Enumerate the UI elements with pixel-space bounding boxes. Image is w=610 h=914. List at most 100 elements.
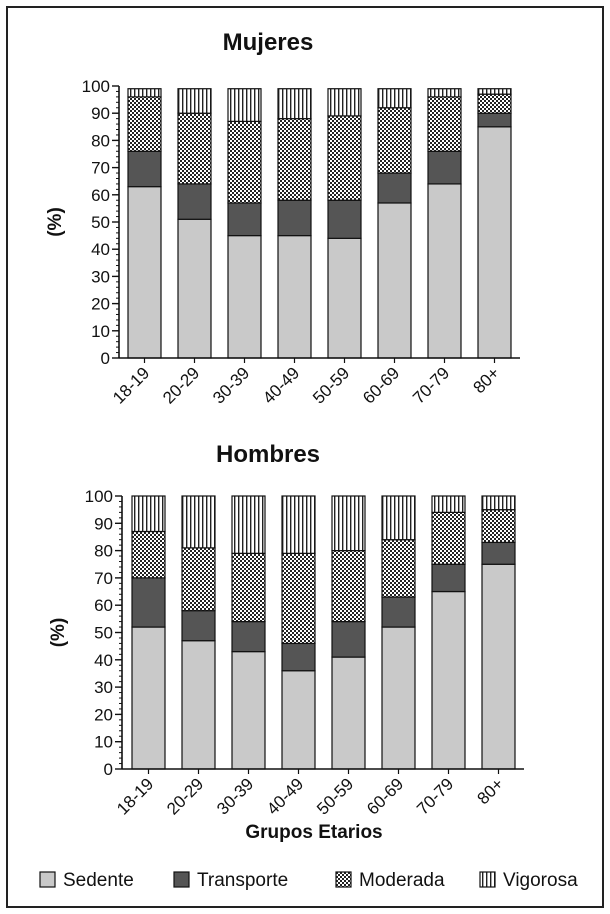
bar-segment-sedente [477, 126, 512, 359]
y-tick-label: 0 [104, 760, 113, 779]
bar-segment-transporte [477, 112, 512, 128]
y-tick-label: 80 [91, 131, 110, 150]
y-tick-label: 90 [94, 514, 113, 533]
bar-segment-transporte [427, 150, 462, 185]
bar-segment-sedente [131, 626, 166, 770]
bar-segment-moderada [377, 107, 412, 174]
y-tick-label: 70 [91, 159, 110, 178]
bar-segment-transporte [381, 596, 416, 628]
bar-segment-moderada [477, 93, 512, 114]
bar-segment-moderada [181, 547, 216, 612]
x-axis-label: Grupos Etarios [245, 822, 382, 843]
bar-segment-moderada [281, 552, 316, 645]
bar-segment-sedente [181, 640, 216, 770]
bar-segment-sedente [377, 202, 412, 359]
bar-segment-vigorosa [177, 88, 212, 114]
bar-segment-transporte [181, 610, 216, 642]
legend-swatch [173, 871, 190, 888]
bar-segment-moderada [127, 96, 162, 152]
legend-item-moderada: Moderada [335, 870, 445, 891]
y-tick-label: 70 [94, 569, 113, 588]
y-tick-label: 50 [91, 213, 110, 232]
bar-segment-transporte [177, 183, 212, 220]
bar-segment-transporte [481, 541, 516, 565]
bar-segment-sedente [177, 218, 212, 359]
y-tick-label: 30 [91, 267, 110, 286]
bar-segment-transporte [431, 563, 466, 593]
legend-swatch [39, 871, 56, 888]
bar-segment-moderada [431, 511, 466, 565]
bar-segment-sedente [331, 656, 366, 770]
bar-segment-vigorosa [277, 88, 312, 120]
bar-segment-vigorosa [281, 495, 316, 554]
chart-title: Hombres [216, 441, 320, 468]
bar-segment-moderada [481, 509, 516, 544]
y-tick-label: 20 [94, 705, 113, 724]
bar-segment-moderada [327, 115, 362, 201]
legend-swatch [335, 871, 352, 888]
bar-segment-moderada [427, 96, 462, 152]
bar-segment-sedente [481, 563, 516, 770]
bar-segment-vigorosa [381, 495, 416, 541]
bar-segment-transporte [281, 642, 316, 672]
y-tick-label: 10 [91, 322, 110, 341]
bar-segment-moderada [227, 120, 262, 204]
bar-segment-moderada [381, 539, 416, 598]
y-tick-label: 80 [94, 542, 113, 561]
bar-segment-moderada [231, 552, 266, 623]
legend-item-vigorosa: Vigorosa [479, 870, 578, 891]
bar-segment-moderada [131, 530, 166, 579]
bar-segment-vigorosa [231, 495, 266, 554]
y-tick-label: 60 [91, 186, 110, 205]
bar-segment-sedente [431, 590, 466, 770]
bar-segment-sedente [231, 651, 266, 770]
legend-label: Sedente [63, 870, 134, 891]
y-tick-label: 40 [91, 240, 110, 259]
y-tick-label: 30 [94, 678, 113, 697]
bar-segment-vigorosa [131, 495, 166, 533]
y-axis-label: (%) [48, 618, 69, 648]
legend-label: Transporte [197, 870, 288, 891]
bar-segment-vigorosa [477, 88, 512, 95]
y-tick-label: 0 [101, 349, 110, 368]
bar-segment-vigorosa [427, 88, 462, 98]
legend-label: Moderada [359, 870, 445, 891]
bar-segment-vigorosa [127, 88, 162, 98]
bar-segment-moderada [331, 549, 366, 623]
bar-segment-vigorosa [377, 88, 412, 109]
bar-segment-sedente [227, 235, 262, 359]
y-tick-label: 100 [82, 77, 110, 96]
bar-segment-transporte [277, 199, 312, 237]
bar-segment-transporte [231, 620, 266, 653]
y-tick-label: 90 [91, 104, 110, 123]
bar-segment-sedente [327, 237, 362, 359]
bar-segment-moderada [177, 112, 212, 185]
legend-item-sedente: Sedente [39, 870, 134, 891]
bar-segment-transporte [127, 150, 162, 188]
bar-segment-sedente [127, 186, 162, 359]
figure-frame: Mujeres (%) 0 10 20 30 40 50 60 70 80 90 100 18-19 20-… [6, 6, 604, 908]
bar-segment-vigorosa [181, 495, 216, 549]
legend-swatch [479, 871, 496, 888]
bar-segment-transporte [227, 202, 262, 237]
y-tick-label: 100 [85, 487, 113, 506]
y-axis-label: (%) [45, 207, 66, 237]
y-tick-label: 60 [94, 596, 113, 615]
y-tick-label: 50 [94, 624, 113, 643]
bar-segment-vigorosa [431, 495, 466, 513]
y-tick-label: 10 [94, 733, 113, 752]
bar-segment-vigorosa [327, 88, 362, 117]
bar-segment-sedente [381, 626, 416, 770]
legend-label: Vigorosa [503, 870, 578, 891]
bar-segment-vigorosa [227, 88, 262, 122]
chart-title: Mujeres [223, 29, 314, 56]
bar-segment-sedente [281, 670, 316, 770]
bar-segment-transporte [377, 172, 412, 204]
bar-segment-vigorosa [331, 495, 366, 552]
bar-segment-moderada [277, 118, 312, 201]
bar-segment-sedente [427, 183, 462, 359]
